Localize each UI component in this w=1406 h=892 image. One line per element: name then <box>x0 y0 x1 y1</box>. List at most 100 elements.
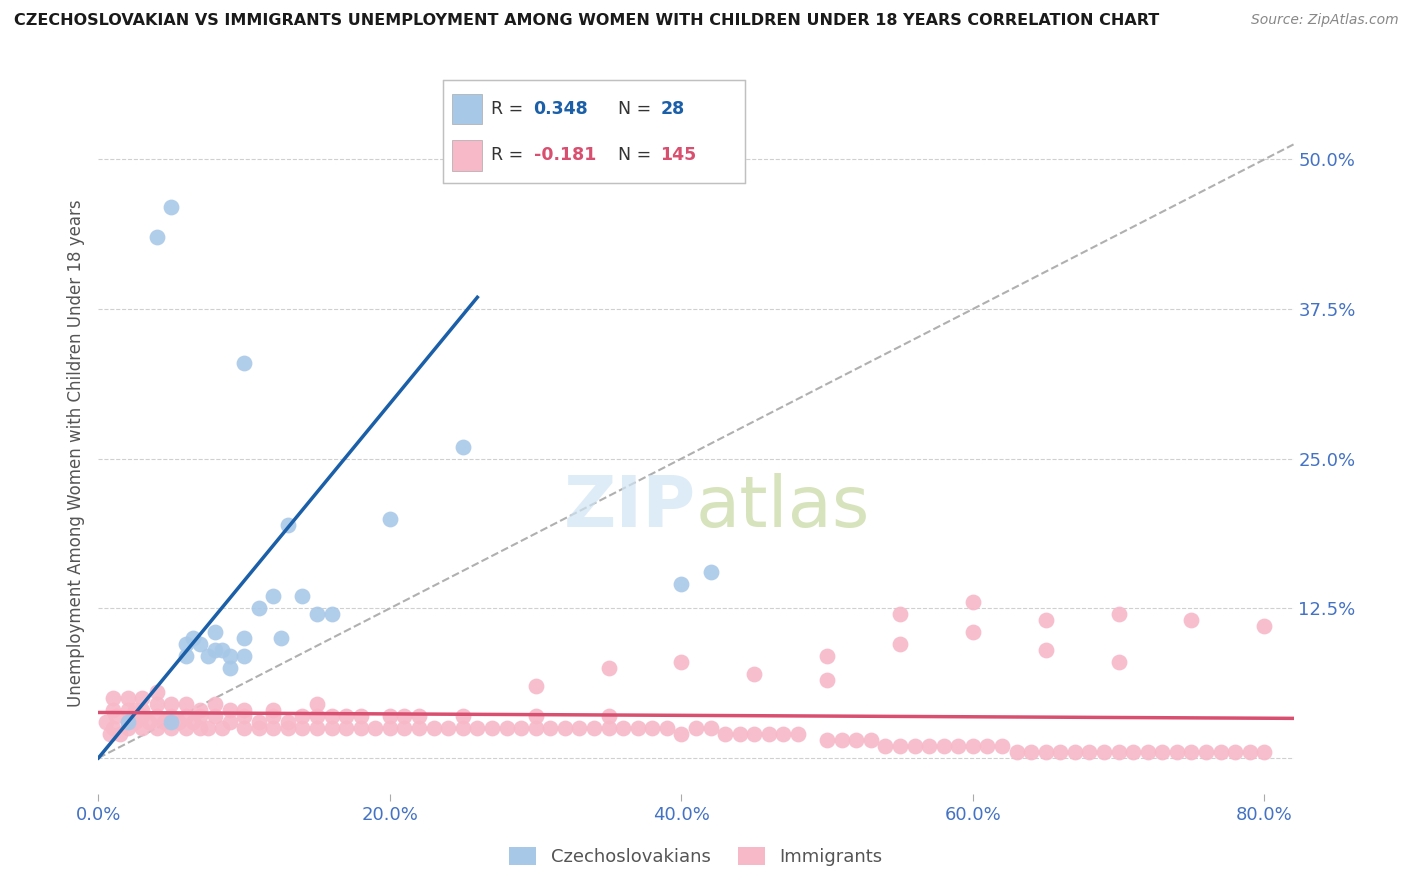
Point <box>335 709 357 723</box>
Point <box>197 721 219 735</box>
Point <box>467 721 489 735</box>
Point <box>1136 745 1159 759</box>
Point <box>291 590 314 604</box>
Point <box>394 709 416 723</box>
Point <box>758 727 780 741</box>
Point <box>262 590 284 604</box>
FancyBboxPatch shape <box>451 140 482 170</box>
Point <box>671 577 693 591</box>
Point <box>451 709 474 723</box>
Point <box>190 709 212 723</box>
Point <box>110 727 132 741</box>
Point <box>598 721 620 735</box>
Point <box>1195 745 1218 759</box>
Point <box>247 714 270 729</box>
Point <box>321 709 343 723</box>
Point <box>815 673 838 688</box>
Point <box>962 739 984 753</box>
Text: R =: R = <box>491 146 523 164</box>
Point <box>98 727 121 741</box>
Point <box>889 739 911 753</box>
Point <box>598 709 620 723</box>
Text: ZIP: ZIP <box>564 473 696 541</box>
Point <box>510 721 533 735</box>
Point <box>145 709 167 723</box>
Point <box>101 703 124 717</box>
Point <box>305 697 328 711</box>
Point <box>204 625 226 640</box>
Point <box>131 703 153 717</box>
Point <box>145 230 167 244</box>
Point <box>903 739 925 753</box>
Point <box>174 697 197 711</box>
Point <box>233 721 256 735</box>
Point <box>131 709 153 723</box>
Point <box>101 721 124 735</box>
Text: N =: N = <box>619 100 651 118</box>
Point <box>524 721 547 735</box>
Point <box>233 632 256 646</box>
Point <box>204 697 226 711</box>
Point <box>524 709 547 723</box>
Text: -0.181: -0.181 <box>534 146 596 164</box>
Point <box>364 721 387 735</box>
Point <box>1253 745 1275 759</box>
Point <box>277 721 299 735</box>
Point <box>233 356 256 370</box>
Point <box>104 709 127 723</box>
Point <box>554 721 576 735</box>
Point <box>204 643 226 657</box>
Point <box>1209 745 1232 759</box>
Point <box>1108 745 1130 759</box>
Point <box>197 649 219 664</box>
Point <box>262 703 284 717</box>
Point <box>305 607 328 622</box>
Text: atlas: atlas <box>696 473 870 541</box>
Point <box>131 721 153 735</box>
Point <box>350 709 373 723</box>
Point <box>305 709 328 723</box>
Point <box>101 691 124 706</box>
Point <box>815 733 838 747</box>
Text: 28: 28 <box>661 100 685 118</box>
Point <box>145 685 167 699</box>
Point <box>211 643 233 657</box>
Point <box>277 714 299 729</box>
Point <box>408 721 430 735</box>
Point <box>612 721 634 735</box>
Point <box>160 200 183 214</box>
Point <box>787 727 810 741</box>
Point <box>685 721 707 735</box>
Point <box>1122 745 1144 759</box>
Point <box>190 703 212 717</box>
Point <box>138 714 160 729</box>
Point <box>1064 745 1087 759</box>
Point <box>378 721 401 735</box>
Point <box>167 714 190 729</box>
Point <box>321 607 343 622</box>
Point <box>145 697 167 711</box>
Legend: Czechoslovakians, Immigrants: Czechoslovakians, Immigrants <box>502 839 890 873</box>
Point <box>918 739 941 753</box>
Point <box>160 697 183 711</box>
Text: CZECHOSLOVAKIAN VS IMMIGRANTS UNEMPLOYMENT AMONG WOMEN WITH CHILDREN UNDER 18 YE: CZECHOSLOVAKIAN VS IMMIGRANTS UNEMPLOYME… <box>14 13 1160 29</box>
Point <box>671 727 693 741</box>
Point <box>538 721 561 735</box>
Point <box>174 649 197 664</box>
Point <box>233 649 256 664</box>
Point <box>772 727 794 741</box>
Point <box>962 595 984 609</box>
Point <box>124 703 146 717</box>
Point <box>117 721 139 735</box>
Point <box>641 721 664 735</box>
Text: Source: ZipAtlas.com: Source: ZipAtlas.com <box>1251 13 1399 28</box>
Point <box>174 709 197 723</box>
Point <box>831 733 853 747</box>
Point <box>1225 745 1247 759</box>
Point <box>1108 607 1130 622</box>
Point <box>1180 745 1202 759</box>
Point <box>495 721 517 735</box>
Point <box>270 632 292 646</box>
Y-axis label: Unemployment Among Women with Children Under 18 years: Unemployment Among Women with Children U… <box>66 199 84 706</box>
Point <box>582 721 605 735</box>
